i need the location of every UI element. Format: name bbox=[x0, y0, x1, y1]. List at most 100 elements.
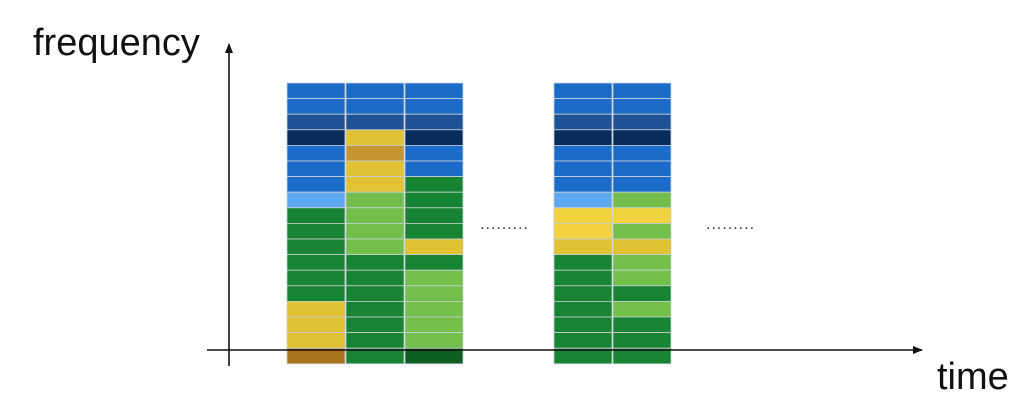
frequency-bin-cell bbox=[404, 300, 464, 318]
frequency-bin-cell bbox=[612, 176, 672, 193]
frequency-bin-cell bbox=[404, 82, 464, 100]
frequency-bin-cell bbox=[286, 316, 346, 334]
frequency-bin-cell bbox=[404, 347, 464, 365]
frequency-bin-cell bbox=[553, 254, 613, 271]
frequency-bin-cell bbox=[404, 269, 464, 287]
frequency-bin-cell bbox=[612, 238, 672, 256]
frequency-bin-cell bbox=[612, 285, 672, 302]
frequency-bin-cell bbox=[345, 113, 405, 131]
frequency-bin-cell bbox=[612, 254, 672, 271]
frequency-bin-cell bbox=[612, 269, 672, 287]
frequency-axis-label: frequency bbox=[33, 22, 200, 64]
frequency-bin-cell bbox=[345, 316, 405, 334]
frequency-bin-cell bbox=[553, 176, 613, 193]
frequency-bin-cell bbox=[553, 82, 613, 100]
frequency-bin-cell bbox=[612, 300, 672, 318]
frequency-bin-cell bbox=[612, 332, 672, 349]
frequency-bin-cell bbox=[553, 222, 613, 240]
frequency-bin-cell bbox=[553, 191, 613, 209]
frequency-bin-cell bbox=[553, 347, 613, 365]
frequency-bin-cell bbox=[404, 222, 464, 240]
frequency-bin-cell bbox=[553, 269, 613, 287]
frequency-bin-cell bbox=[286, 332, 346, 349]
frequency-bin-cell bbox=[404, 238, 464, 256]
frequency-bin-cell bbox=[404, 191, 464, 209]
frequency-bin-cell bbox=[345, 238, 405, 256]
frequency-bin-cell bbox=[345, 222, 405, 240]
frequency-bin-cell bbox=[286, 82, 346, 100]
frequency-bin-cell bbox=[404, 207, 464, 224]
frequency-bin-cell bbox=[553, 238, 613, 256]
frequency-bin-cell bbox=[404, 129, 464, 146]
frequency-bin-cell bbox=[286, 129, 346, 146]
frequency-bin-cell bbox=[286, 347, 346, 365]
frequency-bin-cell bbox=[286, 113, 346, 131]
frequency-bin-cell bbox=[345, 144, 405, 162]
frequency-bin-cell bbox=[286, 254, 346, 271]
frequency-bin-cell bbox=[345, 129, 405, 146]
frequency-bin-cell bbox=[345, 82, 405, 100]
frequency-bin-cell bbox=[286, 160, 346, 178]
frequency-bin-cell bbox=[553, 316, 613, 334]
frequency-bin-cell bbox=[286, 144, 346, 162]
frequency-bin-cell bbox=[404, 160, 464, 178]
frequency-bin-cell bbox=[345, 191, 405, 209]
frequency-bin-cell bbox=[286, 222, 346, 240]
ellipsis-between-groups: ......... bbox=[480, 216, 529, 233]
time-frame-column bbox=[286, 82, 346, 365]
frequency-bin-cell bbox=[404, 176, 464, 193]
frequency-bin-cell bbox=[345, 254, 405, 271]
frequency-bin-cell bbox=[286, 191, 346, 209]
frequency-bin-cell bbox=[612, 191, 672, 209]
frequency-bin-cell bbox=[345, 176, 405, 193]
frequency-bin-cell bbox=[345, 300, 405, 318]
frequency-bin-cell bbox=[553, 207, 613, 224]
frequency-bin-cell bbox=[612, 98, 672, 115]
frequency-bin-cell bbox=[345, 332, 405, 349]
time-axis-label: time bbox=[937, 356, 1009, 398]
frequency-bin-cell bbox=[404, 113, 464, 131]
frequency-bin-cell bbox=[612, 347, 672, 365]
frequency-bin-cell bbox=[345, 347, 405, 365]
frequency-bin-cell bbox=[404, 98, 464, 115]
frequency-bin-cell bbox=[553, 144, 613, 162]
frame-columns bbox=[286, 82, 672, 365]
frequency-bin-cell bbox=[286, 207, 346, 224]
ellipsis-after-groups: ......... bbox=[706, 216, 755, 233]
frequency-bin-cell bbox=[553, 300, 613, 318]
frequency-bin-cell bbox=[612, 113, 672, 131]
frequency-bin-cell bbox=[404, 254, 464, 271]
frequency-bin-cell bbox=[345, 207, 405, 224]
frequency-bin-cell bbox=[286, 269, 346, 287]
frequency-bin-cell bbox=[286, 300, 346, 318]
frequency-bin-cell bbox=[404, 285, 464, 302]
time-frame-column bbox=[553, 82, 613, 365]
frequency-bin-cell bbox=[404, 144, 464, 162]
time-frame-column bbox=[612, 82, 672, 365]
time-frame-column bbox=[404, 82, 464, 365]
frequency-bin-cell bbox=[404, 332, 464, 349]
frequency-bin-cell bbox=[553, 332, 613, 349]
frequency-bin-cell bbox=[612, 160, 672, 178]
frequency-bin-cell bbox=[612, 144, 672, 162]
frequency-bin-cell bbox=[286, 238, 346, 256]
frequency-bin-cell bbox=[612, 207, 672, 224]
frequency-bin-cell bbox=[404, 316, 464, 334]
frequency-bin-cell bbox=[553, 113, 613, 131]
frequency-bin-cell bbox=[553, 129, 613, 146]
frequency-bin-cell bbox=[345, 98, 405, 115]
frequency-bin-cell bbox=[345, 269, 405, 287]
frequency-bin-cell bbox=[286, 285, 346, 302]
frequency-bin-cell bbox=[612, 129, 672, 146]
frequency-bin-cell bbox=[553, 160, 613, 178]
frequency-bin-cell bbox=[286, 176, 346, 193]
frequency-bin-cell bbox=[553, 98, 613, 115]
frequency-bin-cell bbox=[612, 316, 672, 334]
frequency-bin-cell bbox=[612, 222, 672, 240]
frequency-bin-cell bbox=[286, 98, 346, 115]
frequency-bin-cell bbox=[345, 160, 405, 178]
frequency-bin-cell bbox=[553, 285, 613, 302]
frequency-bin-cell bbox=[612, 82, 672, 100]
